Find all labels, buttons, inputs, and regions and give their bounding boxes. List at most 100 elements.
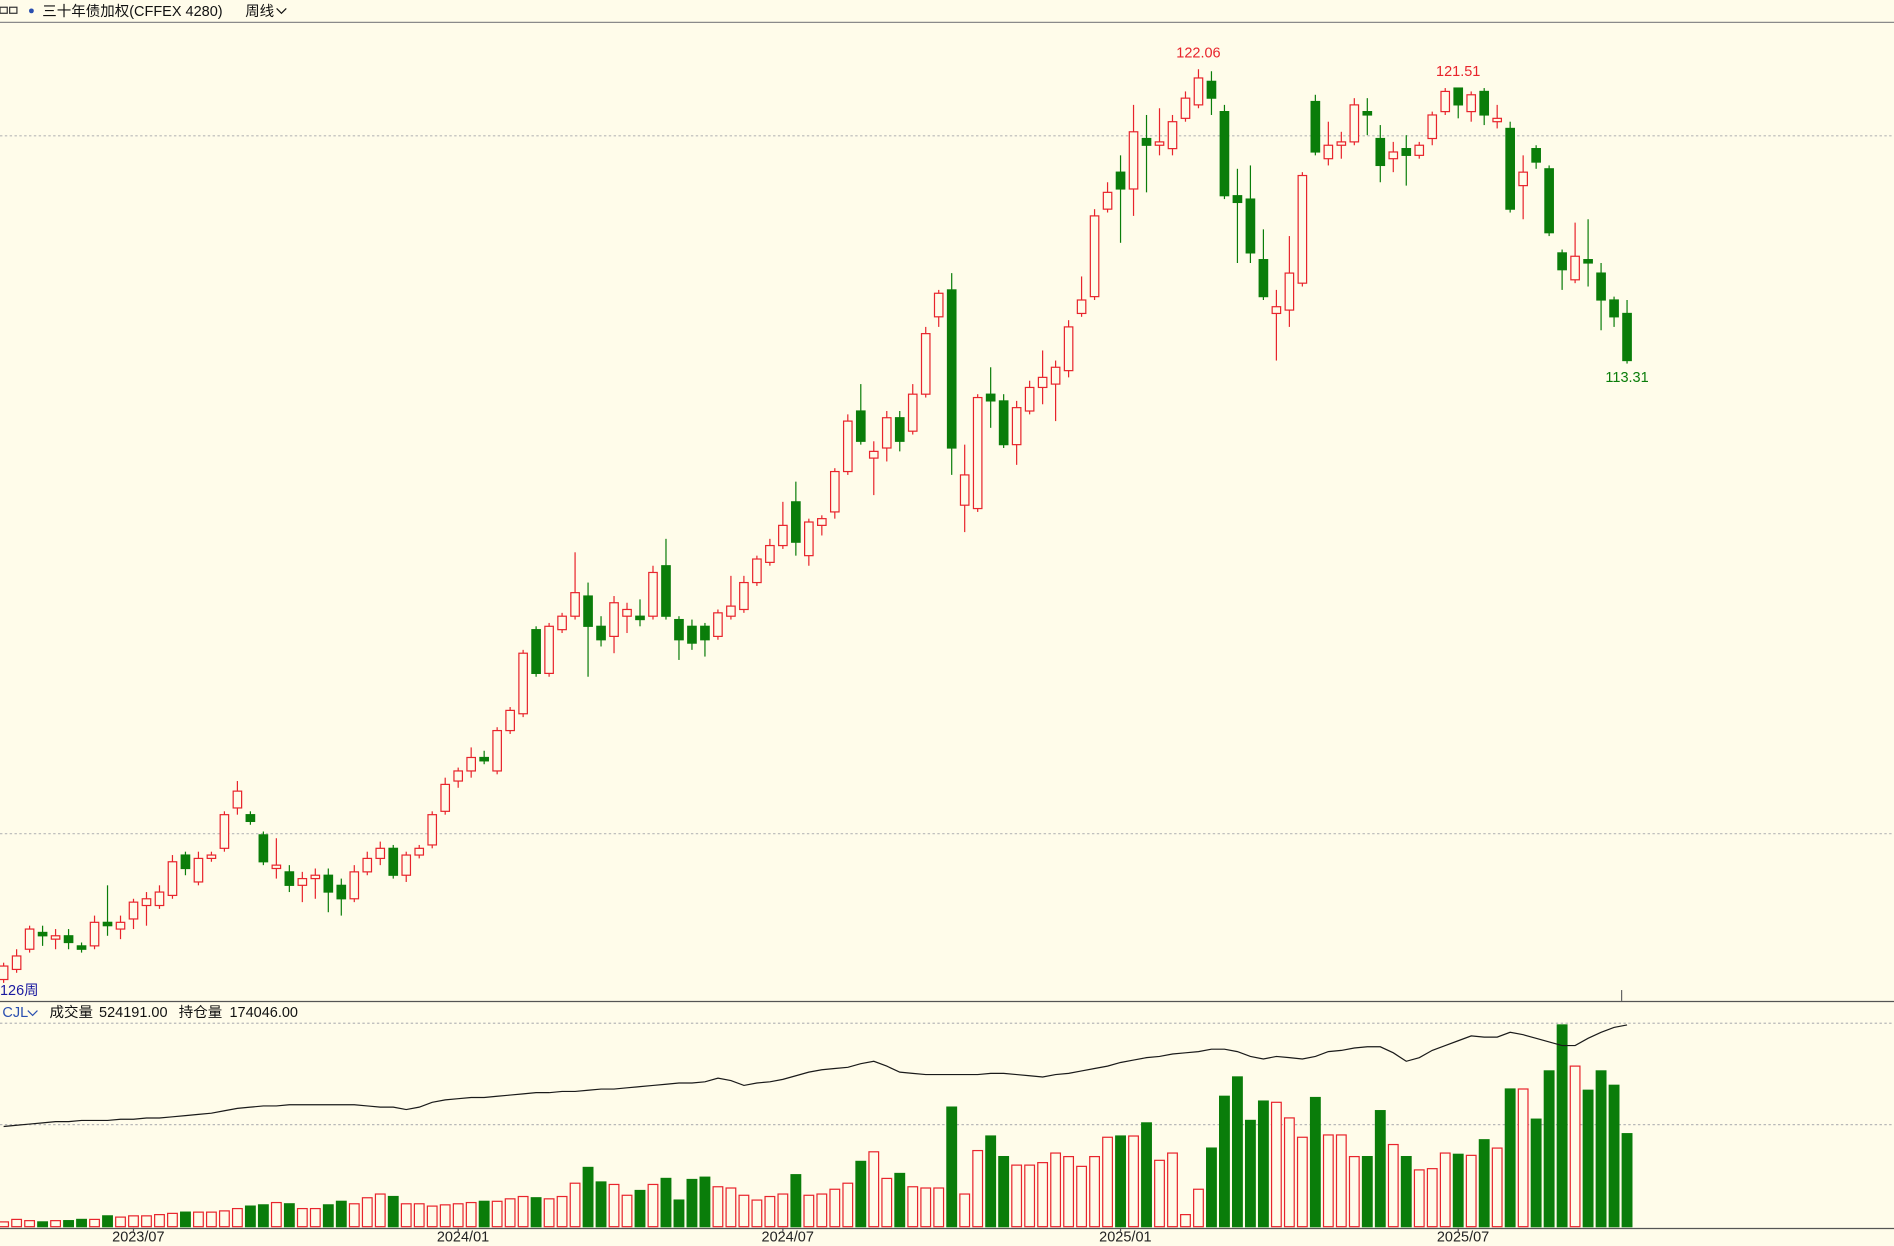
candle-body [1024,386,1035,412]
volume-bar [907,1186,919,1228]
volume-bar [244,1205,256,1228]
candle-body [726,605,736,617]
volume-bar [192,1211,204,1228]
candle-body [219,814,230,849]
volume-bar [1050,1152,1062,1228]
candle-body [622,608,632,617]
volume-bar [1543,1070,1555,1228]
volume-bar [37,1221,49,1228]
volume-bar [517,1195,529,1228]
volume-bar [1439,1152,1451,1228]
volume-bar [1556,1024,1568,1228]
candle-body [245,814,256,823]
volume-bar [1530,1118,1542,1228]
volume-bar [1024,1164,1036,1228]
legend-open-interest: 持仓量 [179,1004,222,1021]
candle-body [881,417,892,449]
volume-bar [530,1197,542,1228]
candle-body [414,847,425,856]
volume-bar [167,1212,178,1228]
candle-body [401,854,412,876]
volume-bar [1465,1154,1477,1228]
dropdown-arrow[interactable] [27,1010,38,1017]
candle-body [1401,148,1412,156]
volume-bar [1621,1133,1633,1228]
candle-body [985,393,996,402]
link-icon [9,6,18,14]
candle-body [167,861,178,897]
volume-bar [335,1200,347,1228]
candle-body [1232,195,1243,204]
volume-bar [1206,1147,1217,1228]
candle-body [1492,117,1503,123]
volume-bar [933,1187,945,1228]
candle-body [1544,168,1554,234]
candle-body [544,625,554,674]
candle-body [1583,259,1593,264]
volume-bar [1517,1088,1529,1228]
volume-bar [1413,1169,1425,1228]
volume-bar [1426,1168,1438,1228]
indicator-selector[interactable]: CJL [2,1005,28,1021]
volume-bar [959,1193,971,1228]
volume-bar [1452,1153,1464,1228]
candle-body [505,709,515,732]
volume-bar [439,1204,451,1228]
candle-body [1362,111,1373,116]
volume-bar [1141,1122,1152,1228]
candle-body [1258,259,1269,298]
candle-body [1102,191,1113,210]
high-label: 122.06 [1176,45,1220,61]
high-label: 121.51 [1436,64,1480,80]
candle-body [284,871,295,886]
candle-body [479,756,489,762]
volume-bar [725,1187,737,1228]
candle-body [778,524,788,547]
volume-bar [50,1220,62,1228]
volume-bar [102,1215,113,1228]
volume-bar [1115,1135,1126,1228]
volume-bar [829,1188,841,1228]
volume-bar [608,1183,620,1228]
candle-body [894,417,905,442]
period-selector[interactable]: 周线 [245,3,274,20]
candle-body [1557,252,1567,271]
volume-bar [1491,1147,1503,1228]
candle-body [1297,174,1308,284]
volume-bar [998,1155,1010,1228]
volume-bar [1569,1065,1581,1228]
candle-body [570,592,580,617]
volume-bar [76,1218,87,1228]
candle-body [1531,148,1541,163]
instrument-title: 三十年债加权(CFFEX 4280) [42,3,222,20]
volume-bar [881,1177,893,1228]
dropdown-arrow[interactable] [276,8,287,15]
candle-body [128,901,139,920]
volume-bar [868,1151,880,1228]
volume-bar [1374,1110,1386,1228]
open-interest-line [3,1024,1628,1128]
candle-body [37,931,48,937]
volume-bar [777,1193,789,1228]
candle-body [972,396,983,510]
volume-bar [1400,1155,1412,1228]
candle-body [557,615,567,631]
candle-body [297,877,308,886]
volume-bar [595,1181,607,1228]
candle-body [752,558,762,584]
volume-bar [1283,1117,1295,1228]
volume-bar [946,1106,958,1228]
volume-bar [413,1203,425,1228]
candle-body [609,602,619,637]
candle-body [1375,137,1386,167]
volume-bar [1011,1164,1023,1228]
x-tick-label: 2025/01 [1099,1229,1151,1245]
volume-bar [1219,1095,1230,1228]
low-label: 113.31 [1605,370,1648,386]
candle-body [531,629,541,674]
volume-bar [738,1194,750,1228]
candle-body [63,935,74,944]
candle-body [271,864,282,870]
candle-body [1310,100,1321,153]
